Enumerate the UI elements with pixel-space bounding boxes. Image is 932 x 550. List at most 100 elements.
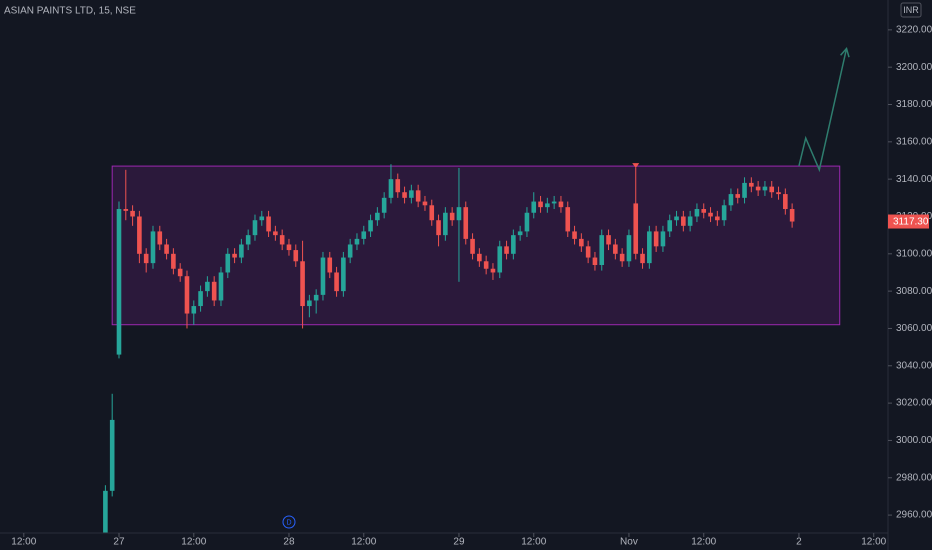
candle-body <box>252 220 258 236</box>
candle-body <box>701 209 707 213</box>
candle-body <box>592 257 598 266</box>
range-box <box>111 165 841 326</box>
candle-body <box>715 216 720 221</box>
candle-body <box>463 207 469 239</box>
y-tick-label: 3020.00 <box>896 398 932 409</box>
x-tick-label: 12:00 <box>861 537 886 548</box>
candle-body <box>109 419 115 491</box>
event-icon[interactable] <box>282 515 296 529</box>
x-tick-label: 12:00 <box>351 537 376 548</box>
candle-body <box>103 490 108 533</box>
candle-body <box>776 192 781 195</box>
arrow-head <box>840 46 850 58</box>
candle-body <box>368 220 373 232</box>
candle-body <box>456 207 462 221</box>
candle-body <box>694 209 700 217</box>
chart-title: ASIAN PAINTS LTD, 15, NSE <box>4 6 136 17</box>
candle-body <box>422 201 428 206</box>
candle-body <box>307 300 312 307</box>
candle-body <box>286 244 292 251</box>
candle-body <box>728 194 734 206</box>
candle-body <box>198 291 203 307</box>
candle-body <box>660 231 666 247</box>
candle-body <box>245 235 251 245</box>
y-tick-label: 2980.00 <box>896 472 932 483</box>
candle-body <box>171 253 176 269</box>
candle-body <box>742 182 747 198</box>
candle-body <box>327 257 333 273</box>
candle-body <box>599 235 605 266</box>
candle-body <box>687 216 693 226</box>
x-tick-label: 12:00 <box>521 537 546 548</box>
y-tick-label: 3100.00 <box>896 248 932 259</box>
candle-body <box>347 244 353 258</box>
y-tick-label: 3060.00 <box>896 323 932 334</box>
y-tick-label: 3220.00 <box>896 25 932 36</box>
candle-body <box>375 212 380 221</box>
candle-body <box>313 294 319 301</box>
candle-body <box>504 246 509 254</box>
currency-box <box>900 2 922 18</box>
candle-body <box>708 212 713 217</box>
last-price-box <box>888 214 929 229</box>
candle-body <box>354 238 360 245</box>
candle-body <box>205 281 210 292</box>
candle-body <box>667 220 673 232</box>
candle-body <box>749 182 754 187</box>
candle-body <box>579 238 584 247</box>
candle-body <box>150 231 156 264</box>
candle-body <box>395 179 401 193</box>
y-tick-label: 3040.00 <box>896 360 932 371</box>
candle-body <box>531 201 537 213</box>
candle-body <box>517 231 523 236</box>
candle-body <box>585 246 591 258</box>
candle-body <box>735 194 741 198</box>
x-tick-label: 28 <box>283 537 295 548</box>
candle-body <box>157 231 163 245</box>
x-tick-label: 2 <box>796 537 802 548</box>
candle-body <box>116 209 122 355</box>
candle-body <box>381 197 387 213</box>
candle-body <box>300 261 305 307</box>
candle-body <box>137 216 142 254</box>
candle-body <box>490 268 496 273</box>
candle-body <box>606 235 611 245</box>
candle-body <box>477 253 482 262</box>
candle-body <box>762 186 768 191</box>
candle-body <box>184 276 190 314</box>
y-tick-label: 3160.00 <box>896 136 932 147</box>
candle-body <box>177 268 183 277</box>
x-tick-label: 12:00 <box>691 537 716 548</box>
candle-body <box>191 306 197 314</box>
candle-body <box>443 212 448 236</box>
candle-body <box>565 207 571 232</box>
candle-body <box>674 216 679 221</box>
candle-body <box>409 190 414 198</box>
event-label[interactable]: D <box>286 519 291 526</box>
candle-body <box>123 209 129 211</box>
candle-body <box>647 231 652 264</box>
candle-body <box>572 231 577 239</box>
candle-body <box>558 201 564 208</box>
candle-body <box>551 201 557 204</box>
candle-body <box>524 212 530 232</box>
candle-body <box>273 231 278 236</box>
candle-body <box>613 244 618 254</box>
candle-body <box>164 244 169 254</box>
candle-body <box>361 231 367 239</box>
candle-body <box>511 235 516 254</box>
plot-area <box>103 46 850 533</box>
candle-body <box>497 246 503 273</box>
candle-body <box>143 253 149 264</box>
candle-body <box>626 235 632 262</box>
candle-body <box>341 257 346 292</box>
candle-body <box>402 192 407 198</box>
arrow-path <box>798 48 848 173</box>
candle-body <box>449 212 455 221</box>
candle-body <box>266 216 271 232</box>
candle-body <box>279 235 285 245</box>
x-tick-label: 12:00 <box>11 537 36 548</box>
candle-body <box>545 203 550 208</box>
